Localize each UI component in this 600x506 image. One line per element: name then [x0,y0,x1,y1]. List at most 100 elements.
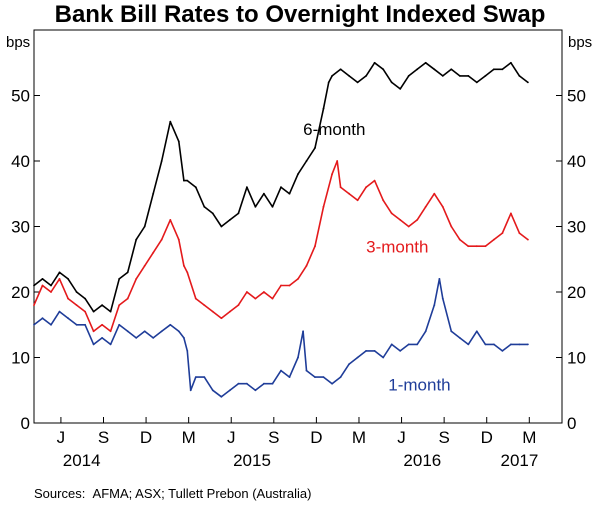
y-tick-label-right: 30 [567,218,586,237]
data-point-1-month [475,330,478,333]
data-point-6-month [203,205,206,208]
data-point-1-month [271,382,274,385]
chart-source: Sources: AFMA; ASX; Tullett Prebon (Aust… [34,486,311,501]
data-point-3-month [331,173,333,176]
data-point-1-month [399,350,402,352]
data-point-1-month [263,382,265,385]
data-point-6-month [373,61,376,64]
data-point-3-month [109,330,112,333]
data-point-3-month [186,271,189,274]
data-point-1-month [177,330,180,333]
data-point-1-month [484,343,487,346]
data-point-6-month [143,225,146,228]
data-point-6-month [458,75,461,77]
data-point-6-month [58,271,61,274]
data-point-1-month [302,330,304,333]
data-point-3-month [160,238,163,241]
data-point-3-month [41,284,44,287]
x-tick-label: D [310,428,322,447]
data-point-1-month [339,376,342,378]
y-tick-label-left: 20 [11,283,30,302]
data-point-6-month [280,186,282,189]
data-point-1-month [92,343,95,346]
x-tick-label: S [268,428,279,447]
data-point-1-month [314,376,316,378]
y-axis-right: 0 10 20 30 40 50 [556,87,586,433]
data-point-6-month [183,179,185,182]
data-point-3-month [314,245,316,248]
x-axis: J S D M J S D M J S D M 2014 2015 2016 2017 [57,417,538,470]
data-point-1-month [254,389,257,392]
plot-area [33,29,563,424]
data-point-1-month [189,389,192,392]
data-point-3-month [510,212,512,215]
data-point-6-month [390,81,393,84]
data-point-1-month [458,337,461,339]
data-point-6-month [305,160,308,162]
data-point-1-month [203,376,206,378]
data-point-6-month [75,291,78,293]
data-point-3-month [183,264,185,267]
data-point-6-month [433,68,436,71]
data-point-3-month [493,238,495,241]
data-point-3-month [441,205,444,208]
data-point-6-month [501,68,504,71]
data-point-6-month [194,186,197,189]
data-point-6-month [314,147,316,149]
data-point-3-month [297,278,299,280]
data-point-6-month [510,61,512,64]
data-point-1-month [237,382,240,385]
series-label-6-month: 6-month [303,120,365,139]
data-point-1-month [50,323,52,326]
series-label-3-month: 3-month [366,238,428,257]
data-point-1-month [84,323,86,326]
data-point-6-month [67,278,69,280]
data-point-3-month [203,304,206,306]
data-point-3-month [501,232,504,235]
y-tick-label-right: 50 [567,87,586,106]
data-point-1-month [152,337,155,339]
data-point-6-month [365,75,367,77]
x-year-label: 2014 [63,451,101,470]
data-point-6-month [152,192,155,195]
data-point-1-month [493,343,495,346]
y-tick-label-right: 0 [567,414,576,433]
x-tick-label: M [352,428,366,447]
data-point-1-month [416,343,419,346]
data-point-6-month [92,310,95,313]
x-tick-label: J [227,428,236,447]
data-point-1-month [331,382,333,385]
data-point-3-month [348,192,350,195]
data-point-6-month [271,205,274,208]
data-point-3-month [336,160,339,162]
data-point-3-month [263,291,265,293]
data-point-1-month [288,376,291,378]
data-point-3-month [399,219,402,221]
data-point-3-month [33,304,35,306]
data-point-6-month [254,205,257,208]
data-point-1-month [33,323,35,326]
data-point-3-month [527,238,529,241]
data-point-1-month [467,343,470,346]
data-point-6-month [407,75,410,77]
data-point-6-month [160,160,163,162]
data-point-3-month [220,317,223,320]
data-point-6-month [327,81,330,84]
data-point-6-month [450,68,453,71]
data-point-3-month [475,245,478,248]
data-point-6-month [339,68,342,71]
data-point-6-month [527,81,529,84]
data-point-1-month [211,389,214,392]
data-point-1-month [41,317,44,320]
data-point-6-month [263,192,265,195]
data-point-6-month [518,75,521,77]
data-point-6-month [416,68,419,71]
x-tick-label: J [57,428,66,447]
x-tick-label: D [481,428,493,447]
data-point-3-month [416,219,419,221]
data-point-6-month [237,212,240,215]
data-point-1-month [510,343,512,346]
data-point-6-month [33,284,35,287]
y-tick-label-left: 40 [11,152,30,171]
x-tick-label: D [140,428,152,447]
